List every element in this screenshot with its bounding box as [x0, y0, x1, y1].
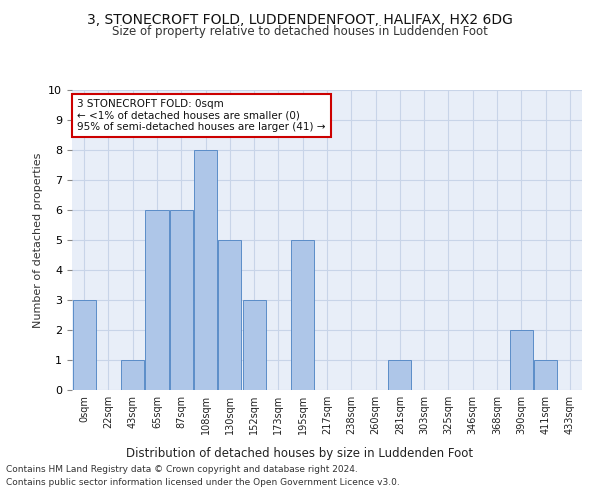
- Text: Contains public sector information licensed under the Open Government Licence v3: Contains public sector information licen…: [6, 478, 400, 487]
- Bar: [388, 360, 412, 390]
- Text: Distribution of detached houses by size in Luddenden Foot: Distribution of detached houses by size …: [127, 448, 473, 460]
- Bar: [194, 150, 217, 390]
- Bar: [218, 240, 241, 390]
- Text: 3, STONECROFT FOLD, LUDDENDENFOOT, HALIFAX, HX2 6DG: 3, STONECROFT FOLD, LUDDENDENFOOT, HALIF…: [87, 12, 513, 26]
- Bar: [73, 300, 95, 390]
- Bar: [510, 330, 533, 390]
- Bar: [534, 360, 557, 390]
- Bar: [242, 300, 266, 390]
- Y-axis label: Number of detached properties: Number of detached properties: [33, 152, 43, 328]
- Bar: [170, 210, 193, 390]
- Text: 3 STONECROFT FOLD: 0sqm
← <1% of detached houses are smaller (0)
95% of semi-det: 3 STONECROFT FOLD: 0sqm ← <1% of detache…: [77, 99, 326, 132]
- Text: Contains HM Land Registry data © Crown copyright and database right 2024.: Contains HM Land Registry data © Crown c…: [6, 466, 358, 474]
- Bar: [121, 360, 144, 390]
- Text: Size of property relative to detached houses in Luddenden Foot: Size of property relative to detached ho…: [112, 25, 488, 38]
- Bar: [291, 240, 314, 390]
- Bar: [145, 210, 169, 390]
